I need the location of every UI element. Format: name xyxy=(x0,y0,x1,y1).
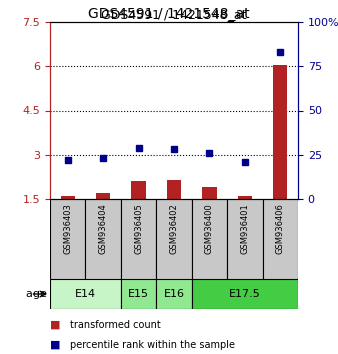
Bar xyxy=(121,199,156,279)
Bar xyxy=(192,279,298,309)
Bar xyxy=(238,196,252,199)
Bar xyxy=(96,193,110,199)
Text: GSM936406: GSM936406 xyxy=(276,203,285,254)
Text: transformed count: transformed count xyxy=(70,320,161,330)
Bar xyxy=(121,279,156,309)
Bar xyxy=(50,279,121,309)
Bar xyxy=(131,181,146,199)
Bar xyxy=(156,279,192,309)
Bar xyxy=(263,199,298,279)
Text: ■: ■ xyxy=(50,340,61,350)
Bar xyxy=(86,199,121,279)
Text: E15: E15 xyxy=(128,289,149,299)
Bar xyxy=(227,199,263,279)
Text: percentile rank within the sample: percentile rank within the sample xyxy=(70,340,235,350)
Text: GSM936401: GSM936401 xyxy=(240,203,249,254)
Bar xyxy=(156,199,192,279)
Bar xyxy=(192,199,227,279)
Text: GSM936405: GSM936405 xyxy=(134,203,143,254)
Text: E16: E16 xyxy=(164,289,185,299)
Bar xyxy=(273,65,287,199)
Bar xyxy=(61,196,75,199)
Bar xyxy=(202,187,217,199)
Text: GDS4591 / 1421548_at: GDS4591 / 1421548_at xyxy=(88,7,250,21)
Text: E17.5: E17.5 xyxy=(229,289,261,299)
Text: age: age xyxy=(26,289,50,299)
Text: GSM936404: GSM936404 xyxy=(99,203,107,254)
Text: GSM936400: GSM936400 xyxy=(205,203,214,254)
Bar xyxy=(50,199,86,279)
Bar xyxy=(167,180,181,199)
Text: GSM936403: GSM936403 xyxy=(63,203,72,254)
Text: GSM936402: GSM936402 xyxy=(169,203,178,254)
Text: E14: E14 xyxy=(75,289,96,299)
Title: GDS4591 / 1421548_at: GDS4591 / 1421548_at xyxy=(101,8,247,21)
Text: ■: ■ xyxy=(50,320,61,330)
